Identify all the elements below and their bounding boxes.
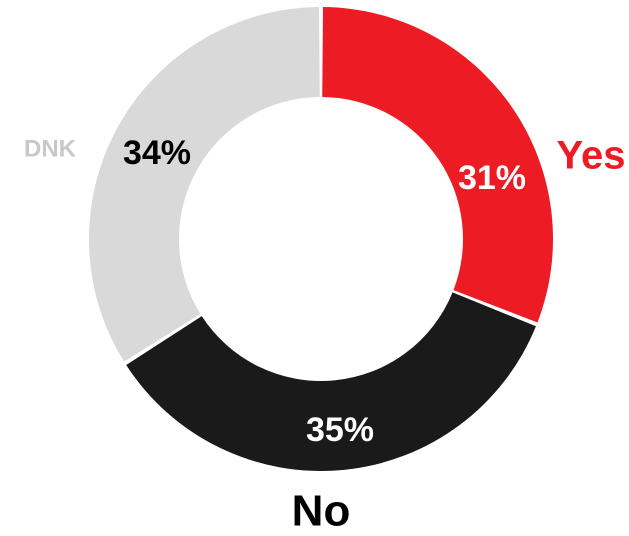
slice-value-label-no: 35% — [306, 411, 374, 449]
category-label-dnk: DNK — [24, 135, 77, 162]
labels: 31% 35% 34% Yes No DNK — [24, 134, 625, 536]
slice-no — [126, 292, 536, 472]
category-label-no: No — [292, 487, 351, 536]
slice-value-label-dnk: 34% — [123, 134, 191, 172]
slices — [89, 7, 553, 472]
slice-value-label-yes: 31% — [458, 159, 526, 197]
slice-dnk — [89, 7, 320, 362]
category-label-yes: Yes — [557, 134, 626, 178]
slice-yes — [322, 7, 553, 323]
